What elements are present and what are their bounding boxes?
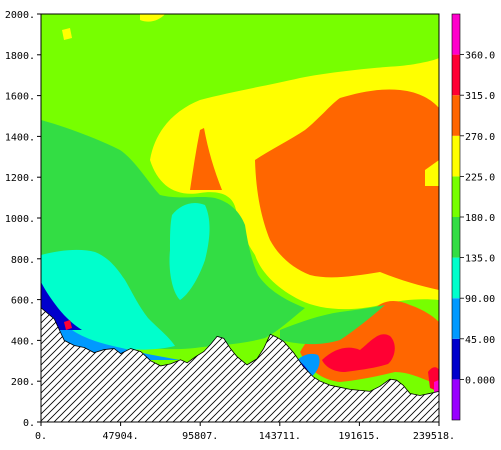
colorbar-band	[452, 379, 460, 420]
colorbar-band	[452, 298, 460, 339]
colorbar-label: 135.0	[465, 254, 495, 265]
colorbar-band	[452, 176, 460, 217]
colorbar-label: 270.0	[465, 132, 495, 143]
colorbar-label: 315.0	[465, 91, 495, 102]
field-red-region	[322, 334, 395, 372]
x-tick-label: 95807.	[182, 431, 218, 442]
x-axis: 0. 47904. 95807. 143711. 191615. 239518.	[35, 422, 455, 442]
field-lightblue	[41, 300, 180, 360]
y-tick-label: 400.	[11, 336, 35, 347]
colorbar-label: 90.00	[465, 294, 495, 305]
terrain-hatched	[41, 307, 439, 422]
colorbar-label: 180.0	[465, 213, 495, 224]
colorbar-label: 225.0	[465, 172, 495, 183]
y-tick-label: 1800.	[5, 51, 35, 62]
colorbar-label: 0.000	[465, 375, 495, 386]
colorbar-band	[452, 135, 460, 177]
field-magenta-spot	[434, 380, 439, 392]
colorbar-band	[452, 95, 460, 136]
y-tick-label: 200.	[11, 377, 35, 388]
field-yellow-top	[140, 14, 165, 22]
x-tick-label: 143711.	[259, 431, 301, 442]
colorbar-band	[452, 338, 460, 380]
field-red-left-spot	[64, 320, 72, 330]
y-tick-label: 800.	[11, 255, 35, 266]
colorbar-label: 45.00	[465, 335, 495, 346]
y-axis: 0. 200. 400. 600. 800. 1000. 1200. 1400. 1600. 18…	[5, 10, 41, 429]
colorbar: 0.000 45.00 90.00 135.0 180.0 225.0 270.0 315.0…	[451, 13, 495, 421]
plot-area	[41, 14, 439, 422]
field-cyan-center	[169, 203, 210, 300]
field-orange-finger	[190, 128, 222, 190]
field-green-lower-right	[280, 305, 385, 345]
colorbar-band	[452, 257, 460, 299]
y-tick-label: 1000.	[5, 214, 35, 225]
field-cyan-left	[41, 249, 175, 350]
y-tick-label: 1600.	[5, 92, 35, 103]
y-tick-label: 2000.	[5, 10, 35, 21]
colorbar-band	[452, 54, 460, 96]
y-tick-label: 1400.	[5, 132, 35, 143]
colorbar-label: 360.0	[465, 51, 495, 62]
x-tick-label: 0.	[35, 431, 47, 442]
colorbar-band	[452, 217, 460, 258]
field-yellow-spot	[62, 28, 72, 40]
x-tick-label: 191615.	[338, 431, 380, 442]
field-orange-region	[255, 89, 439, 291]
y-tick-label: 0.	[23, 418, 35, 429]
y-tick-label: 1200.	[5, 173, 35, 184]
y-tick-label: 600.	[11, 296, 35, 307]
x-tick-label: 47904.	[103, 431, 139, 442]
colorbar-band	[452, 14, 460, 55]
x-tick-label: 239518.	[413, 431, 455, 442]
